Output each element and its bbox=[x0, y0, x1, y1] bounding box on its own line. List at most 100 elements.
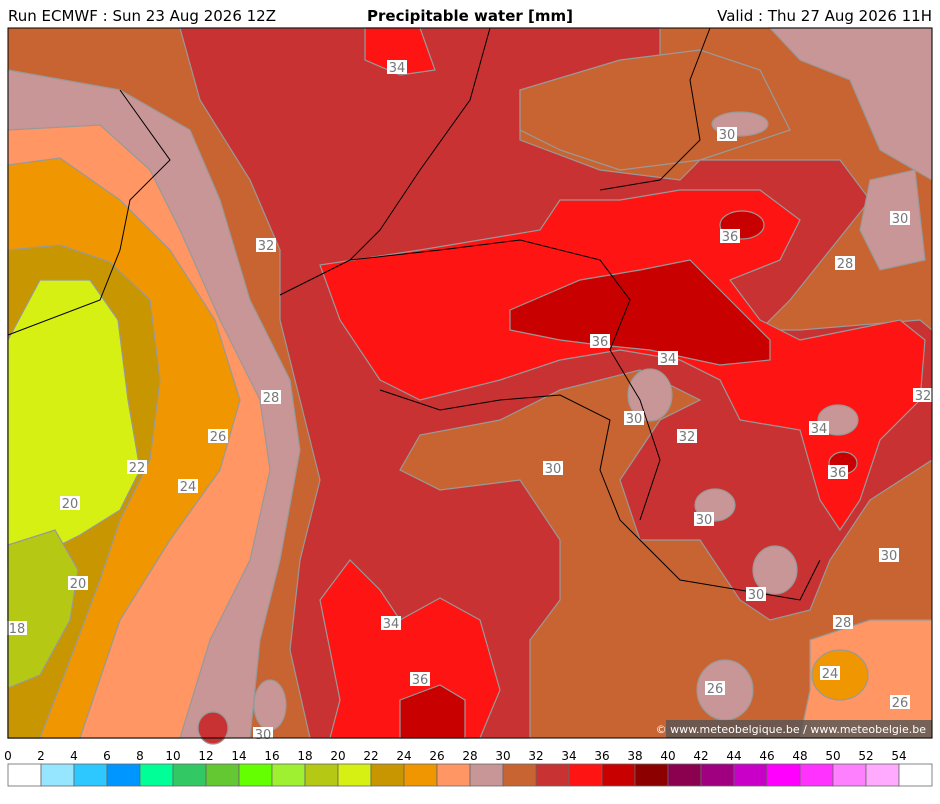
contour-label-box bbox=[590, 334, 610, 348]
contour-label: 36 bbox=[412, 673, 429, 688]
colorbar-tick-label: 52 bbox=[858, 749, 873, 763]
contour-label-box bbox=[7, 621, 27, 635]
colorbar-tick-label: 12 bbox=[198, 749, 213, 763]
contour-label: 36 bbox=[592, 335, 609, 350]
contour-label-box bbox=[890, 695, 910, 709]
contour-label: 26 bbox=[707, 682, 724, 697]
contour-label: 30 bbox=[881, 549, 898, 564]
colorbar-tick-label: 42 bbox=[693, 749, 708, 763]
credit: © www.meteobelgique.be / www.meteobelgie… bbox=[656, 723, 927, 736]
contour-label-box bbox=[890, 211, 910, 225]
contour-label-box bbox=[694, 512, 714, 526]
colorbar-box bbox=[469, 763, 504, 787]
contour-label-box bbox=[387, 60, 407, 74]
colorbar-box bbox=[568, 763, 603, 787]
colorbar-tick-label: 18 bbox=[297, 749, 312, 763]
colorbar-box bbox=[502, 763, 537, 787]
contour-label: 32 bbox=[679, 430, 696, 445]
colorbar-tick-label: 28 bbox=[462, 749, 477, 763]
colorbar-box bbox=[832, 763, 867, 787]
contour-label-box bbox=[381, 616, 401, 630]
contour-label-box bbox=[261, 390, 281, 404]
contour-label: 34 bbox=[383, 617, 400, 632]
colorbar-tick-label: 0 bbox=[4, 749, 12, 763]
colorbar-box bbox=[40, 763, 75, 787]
colorbar-tick-label: 48 bbox=[792, 749, 807, 763]
contour-label: 20 bbox=[62, 497, 79, 512]
colorbar-box bbox=[898, 763, 933, 787]
contour-label: 24 bbox=[180, 480, 197, 495]
colorbar-tick-label: 26 bbox=[429, 749, 444, 763]
contour-label: 24 bbox=[822, 667, 839, 682]
colorbar-tick-label: 16 bbox=[264, 749, 279, 763]
colorbar-box bbox=[535, 763, 570, 787]
contour-label: 28 bbox=[263, 391, 280, 406]
colorbar-box bbox=[700, 763, 735, 787]
contour-label: 32 bbox=[258, 239, 275, 254]
contour-label-box bbox=[879, 548, 899, 562]
contour-label-box bbox=[705, 681, 725, 695]
contour-label-box bbox=[717, 127, 737, 141]
colorbar-tick-label: 4 bbox=[70, 749, 78, 763]
contour-label: 26 bbox=[210, 430, 227, 445]
map-fields bbox=[7, 27, 933, 745]
colorbar-tick-label: 54 bbox=[891, 749, 906, 763]
colorbar-box bbox=[766, 763, 801, 787]
colorbar-box bbox=[865, 763, 900, 787]
contour-label: 30 bbox=[892, 212, 909, 227]
colorbar-tick-label: 40 bbox=[660, 749, 675, 763]
contour-label: 26 bbox=[892, 696, 909, 711]
contour-label-box bbox=[208, 429, 228, 443]
colorbar-box bbox=[304, 763, 339, 787]
contour-label: 22 bbox=[129, 461, 146, 476]
contour-label-box bbox=[820, 666, 840, 680]
run-label: Run ECMWF : Sun 23 Aug 2026 12Z bbox=[8, 7, 276, 25]
colorbar-tick-label: 32 bbox=[528, 749, 543, 763]
colorbar-box bbox=[271, 763, 306, 787]
contour-label: 28 bbox=[837, 257, 854, 272]
colorbar-tick-label: 44 bbox=[726, 749, 741, 763]
colorbar-tick-label: 34 bbox=[561, 749, 576, 763]
credit-box: © www.meteobelgique.be / www.meteobelgie… bbox=[656, 720, 932, 738]
colorbar-tick-label: 8 bbox=[136, 749, 144, 763]
colorbar-box bbox=[106, 763, 141, 787]
contour-label: 18 bbox=[9, 622, 26, 637]
colorbar-box bbox=[733, 763, 768, 787]
contour-label: 28 bbox=[835, 616, 852, 631]
contour-label-box bbox=[256, 238, 276, 252]
contour-label-box bbox=[658, 351, 678, 365]
colorbar-box bbox=[205, 763, 240, 787]
colorbar-tick-label: 50 bbox=[825, 749, 840, 763]
contour-label-box bbox=[833, 615, 853, 629]
colorbar-tick-label: 2 bbox=[37, 749, 45, 763]
contour-label-box bbox=[677, 429, 697, 443]
colorbar-tick-label: 46 bbox=[759, 749, 774, 763]
contour-label-box bbox=[809, 421, 829, 435]
map-title: Precipitable water [mm] bbox=[367, 7, 573, 25]
contour-label: 30 bbox=[719, 128, 736, 143]
colorbar-box bbox=[337, 763, 372, 787]
contour-label-box bbox=[178, 479, 198, 493]
colorbar-tick-label: 36 bbox=[594, 749, 609, 763]
colorbar-box bbox=[73, 763, 108, 787]
colorbar-box bbox=[172, 763, 207, 787]
contour-label-box bbox=[835, 256, 855, 270]
colorbar-box bbox=[403, 763, 438, 787]
contour-label: 30 bbox=[748, 588, 765, 603]
colorbar-tick-label: 14 bbox=[231, 749, 246, 763]
colorbar-box bbox=[7, 763, 42, 787]
contour-label: 30 bbox=[545, 462, 562, 477]
map-frame bbox=[7, 27, 933, 739]
colorbar-box bbox=[601, 763, 636, 787]
colorbar-box bbox=[436, 763, 471, 787]
contour-label: 36 bbox=[722, 230, 739, 245]
colorbar: 0 2 4 6 8 10 12 14 16 18 20 22 24 26 28 30 32 34 36 38 40 42 4… bbox=[4, 749, 933, 787]
contour-label-box bbox=[828, 465, 848, 479]
contour-label-box bbox=[410, 672, 430, 686]
colorbar-tick-label: 22 bbox=[363, 749, 378, 763]
contour-label-box bbox=[68, 576, 88, 590]
borders bbox=[7, 27, 821, 601]
contour-label: 30 bbox=[626, 412, 643, 427]
contour-label-box bbox=[127, 460, 147, 474]
